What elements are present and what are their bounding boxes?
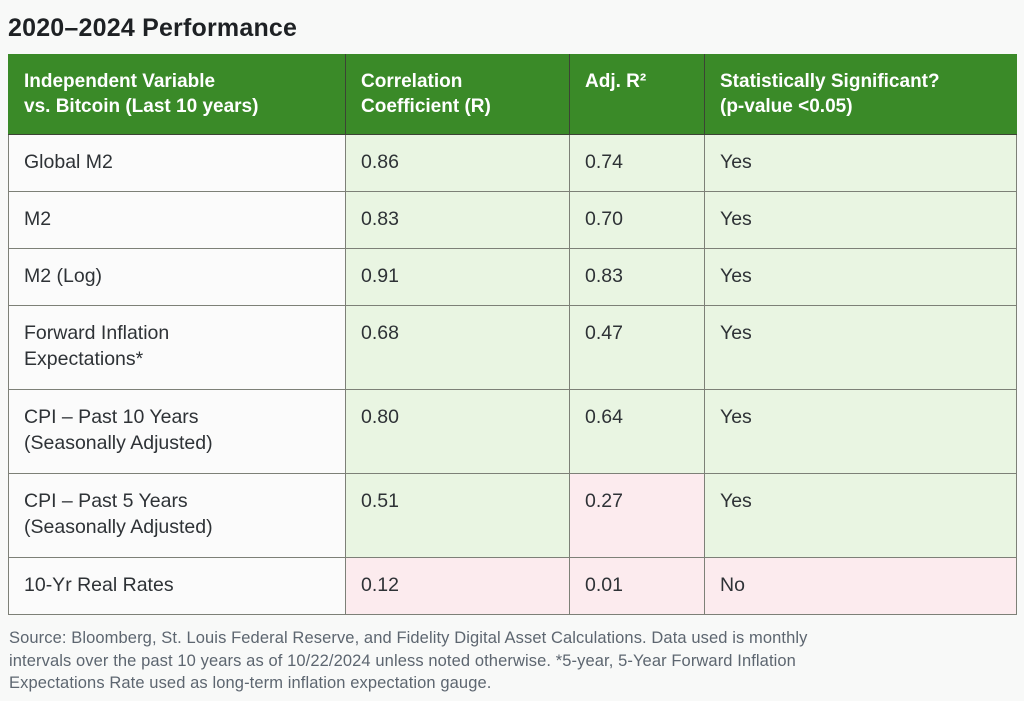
- header-adj-r2: Adj. R²: [569, 54, 705, 135]
- adj-r2-cell: 0.47: [569, 305, 705, 390]
- header-statistically-significant: Statistically Significant? (p-value <0.0…: [704, 54, 1017, 135]
- adj-r2-cell: 0.01: [569, 557, 705, 615]
- significance-cell: Yes: [704, 134, 1017, 192]
- adj-r2-cell: 0.70: [569, 191, 705, 249]
- significance-cell: Yes: [704, 305, 1017, 390]
- table-row: M2 (Log) 0.91 0.83 Yes: [8, 248, 1017, 306]
- significance-cell: Yes: [704, 248, 1017, 306]
- table-row: Global M2 0.86 0.74 Yes: [8, 134, 1017, 192]
- source-note-line: intervals over the past 10 years as of 1…: [9, 651, 796, 670]
- significance-cell: Yes: [704, 191, 1017, 249]
- significance-cell: No: [704, 557, 1017, 615]
- table-row: CPI – Past 10 Years (Seasonally Adjusted…: [8, 389, 1017, 474]
- table-row: CPI – Past 5 Years (Seasonally Adjusted)…: [8, 473, 1017, 558]
- header-correlation-coefficient: Correlation Coefficient (R): [345, 54, 570, 135]
- row-label-cell: M2: [8, 191, 346, 249]
- table-row: Forward Inflation Expectations* 0.68 0.4…: [8, 305, 1017, 390]
- header-independent-variable: Independent Variable vs. Bitcoin (Last 1…: [8, 54, 346, 135]
- correlation-cell: 0.86: [345, 134, 570, 192]
- adj-r2-cell: 0.74: [569, 134, 705, 192]
- performance-table: Independent Variable vs. Bitcoin (Last 1…: [8, 54, 1017, 615]
- correlation-cell: 0.83: [345, 191, 570, 249]
- source-note-line: Source: Bloomberg, St. Louis Federal Res…: [9, 629, 808, 647]
- significance-cell: Yes: [704, 473, 1017, 558]
- adj-r2-cell: 0.83: [569, 248, 705, 306]
- correlation-cell: 0.12: [345, 557, 570, 615]
- adj-r2-cell: 0.27: [569, 473, 705, 558]
- correlation-cell: 0.51: [345, 473, 570, 558]
- table-row: M2 0.83 0.70 Yes: [8, 191, 1017, 249]
- row-label-cell: Global M2: [8, 134, 346, 192]
- adj-r2-cell: 0.64: [569, 389, 705, 474]
- header-row: Independent Variable vs. Bitcoin (Last 1…: [8, 54, 1017, 135]
- correlation-cell: 0.68: [345, 305, 570, 390]
- row-label-cell: M2 (Log): [8, 248, 346, 306]
- significance-cell: Yes: [704, 389, 1017, 474]
- row-label-cell: Forward Inflation Expectations*: [8, 305, 346, 390]
- row-label-cell: CPI – Past 5 Years (Seasonally Adjusted): [8, 473, 346, 558]
- row-label-cell: 10-Yr Real Rates: [8, 557, 346, 615]
- source-note: Source: Bloomberg, St. Louis Federal Res…: [9, 627, 1016, 695]
- correlation-cell: 0.91: [345, 248, 570, 306]
- table-row: 10-Yr Real Rates 0.12 0.01 No: [8, 557, 1017, 615]
- correlation-cell: 0.80: [345, 389, 570, 474]
- source-note-line: Expectations Rate used as long-term infl…: [9, 674, 492, 692]
- page-title: 2020–2024 Performance: [8, 14, 298, 42]
- row-label-cell: CPI – Past 10 Years (Seasonally Adjusted…: [8, 389, 346, 474]
